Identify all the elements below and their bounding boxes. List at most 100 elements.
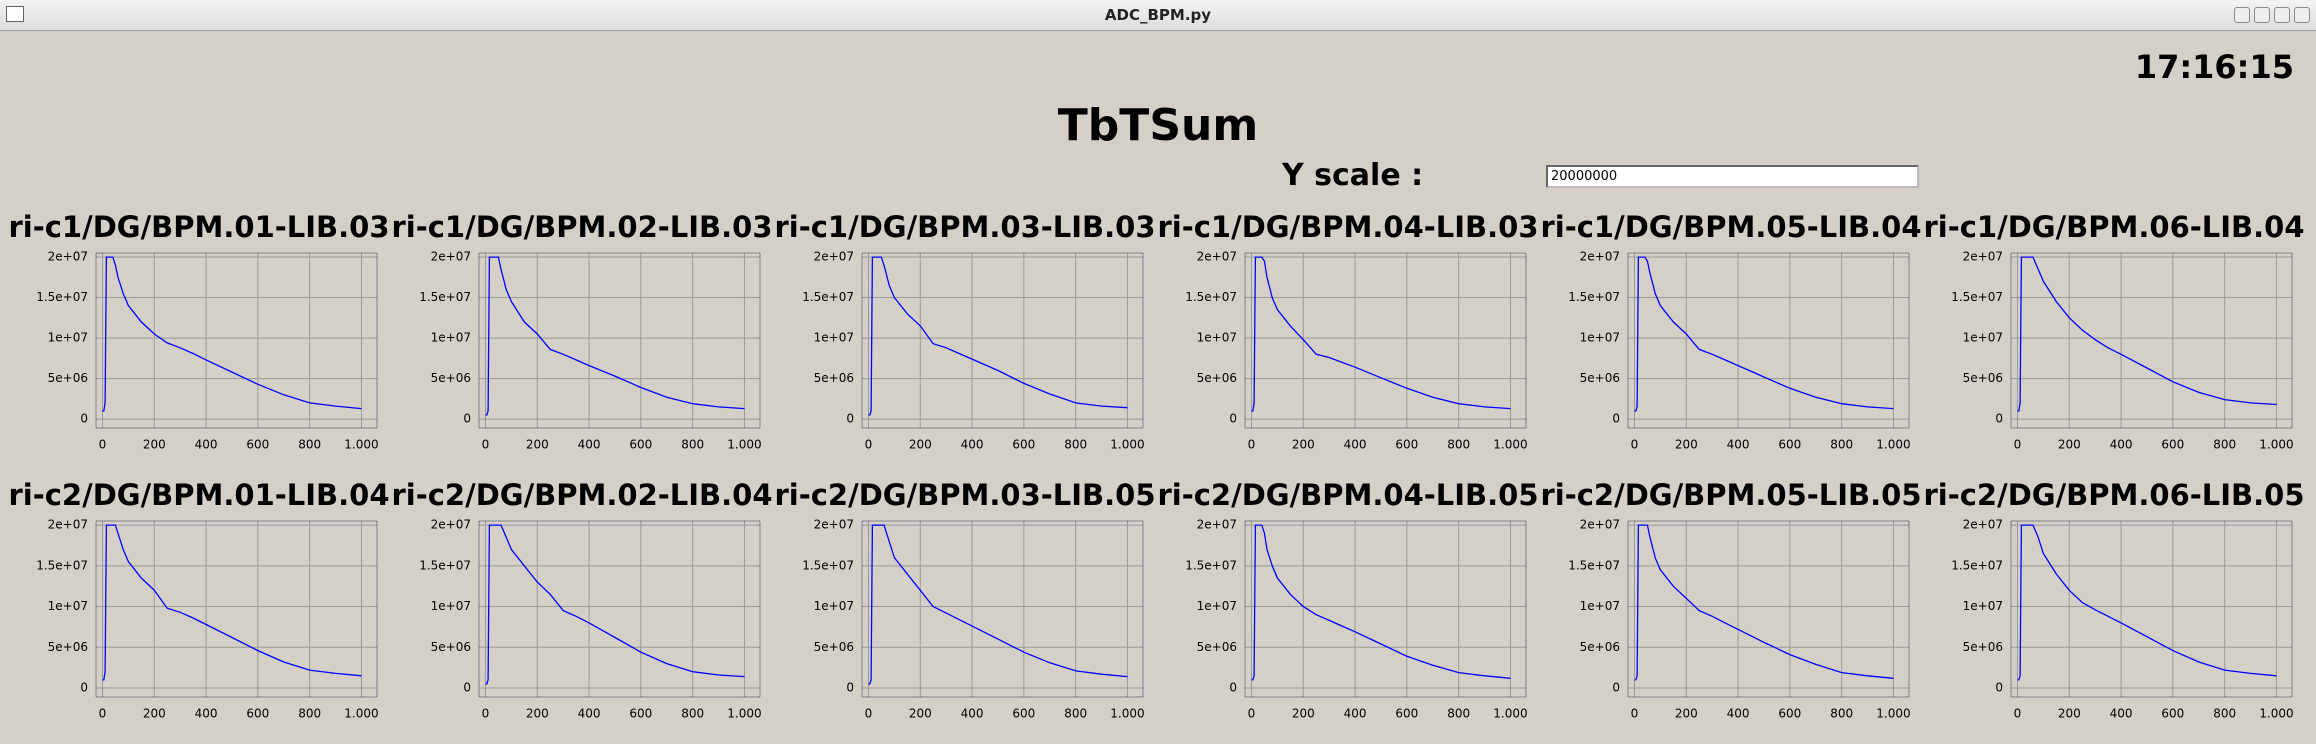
data-line xyxy=(868,256,1128,416)
data-line xyxy=(102,256,362,412)
plot-content xyxy=(868,524,1128,685)
x-tick-label: 800 xyxy=(1830,438,1853,452)
plot-area xyxy=(1627,520,1910,698)
x-tick-label: 400 xyxy=(2110,707,2133,721)
close-button[interactable] xyxy=(2294,7,2310,23)
x-tick-label: 200 xyxy=(526,438,549,452)
plot-area xyxy=(2010,520,2293,698)
plot-area xyxy=(861,520,1144,698)
y-tick-label: 1e+07 xyxy=(1197,331,1237,345)
plot-area xyxy=(1244,252,1527,429)
maximize-button[interactable] xyxy=(2274,7,2290,23)
x-tick-label: 600 xyxy=(1778,707,1801,721)
x-tick-label: 600 xyxy=(246,438,269,452)
chart-title: ri-c2/DG/BPM.02-LIB.04 xyxy=(391,478,772,512)
plot-content xyxy=(2017,256,2277,412)
y-tick-label: 0 xyxy=(463,412,471,426)
data-line xyxy=(2017,256,2277,412)
x-tick-label: 200 xyxy=(526,707,549,721)
plot-frame xyxy=(478,520,761,698)
x-tick-label: 600 xyxy=(1012,707,1035,721)
y-tick-label: 5e+06 xyxy=(1197,371,1237,385)
x-tick-label: 400 xyxy=(961,707,984,721)
x-tick-label: 800 xyxy=(681,438,704,452)
x-tick-label: 0 xyxy=(865,707,873,721)
x-tick-label: 1.000 xyxy=(1493,438,1527,452)
plot-area xyxy=(95,520,378,698)
x-tick-label: 1.000 xyxy=(2259,438,2293,452)
y-tick-label: 1.5e+07 xyxy=(1185,558,1237,572)
x-tick-label: 1.000 xyxy=(1110,438,1144,452)
y-tick-label: 2e+07 xyxy=(1197,518,1237,532)
y-tick-label: 0 xyxy=(1612,681,1620,695)
minimize-button[interactable] xyxy=(2254,7,2270,23)
x-tick-label: 0 xyxy=(1631,438,1639,452)
x-tick-label: 1.000 xyxy=(2259,707,2293,721)
x-tick-label: 800 xyxy=(1064,438,1087,452)
x-tick-label: 200 xyxy=(143,438,166,452)
y-tick-label: 5e+06 xyxy=(1963,640,2003,654)
y-tick-label: 0 xyxy=(846,412,854,426)
x-tick-label: 200 xyxy=(1675,438,1698,452)
y-tick-label: 0 xyxy=(1229,412,1237,426)
x-tick-label: 400 xyxy=(195,438,218,452)
chart-title: ri-c1/DG/BPM.01-LIB.03 xyxy=(8,210,389,244)
window-title: ADC_BPM.py xyxy=(1104,6,1212,24)
y-scale-input[interactable]: 20000000 xyxy=(1546,165,1919,188)
data-line xyxy=(1251,524,1511,681)
x-tick-label: 400 xyxy=(1344,438,1367,452)
chart-title: ri-c2/DG/BPM.01-LIB.04 xyxy=(8,478,389,512)
plot-content xyxy=(1634,256,1894,412)
y-tick-label: 1e+07 xyxy=(1197,599,1237,613)
y-tick-label: 1.5e+07 xyxy=(1951,290,2003,304)
x-tick-label: 600 xyxy=(629,707,652,721)
plot-frame xyxy=(861,520,1144,698)
chart-title: ri-c1/DG/BPM.03-LIB.03 xyxy=(774,210,1155,244)
y-tick-label: 0 xyxy=(1995,681,2003,695)
y-tick-label: 2e+07 xyxy=(814,250,854,264)
x-tick-label: 0 xyxy=(1248,438,1256,452)
x-tick-label: 1.000 xyxy=(344,438,378,452)
y-tick-label: 2e+07 xyxy=(1580,250,1620,264)
y-tick-label: 1.5e+07 xyxy=(1568,290,1620,304)
plot-area xyxy=(1244,520,1527,698)
plot-area xyxy=(478,520,761,698)
y-tick-label: 1e+07 xyxy=(431,599,471,613)
x-tick-label: 800 xyxy=(298,438,321,452)
y-tick-label: 1.5e+07 xyxy=(36,290,88,304)
data-line xyxy=(1251,256,1511,412)
plot-area xyxy=(95,252,378,429)
plot-content xyxy=(1251,256,1511,412)
x-tick-label: 400 xyxy=(2110,438,2133,452)
x-tick-label: 0 xyxy=(99,438,107,452)
y-tick-label: 1e+07 xyxy=(1963,599,2003,613)
shade-button[interactable] xyxy=(2234,7,2250,23)
y-tick-label: 5e+06 xyxy=(1580,640,1620,654)
y-tick-label: 0 xyxy=(80,681,88,695)
x-tick-label: 600 xyxy=(1395,707,1418,721)
x-tick-label: 200 xyxy=(1292,707,1315,721)
y-tick-label: 5e+06 xyxy=(431,640,471,654)
y-tick-label: 5e+06 xyxy=(814,640,854,654)
plot-area xyxy=(478,252,761,429)
data-line xyxy=(485,524,745,685)
x-tick-label: 800 xyxy=(681,707,704,721)
x-tick-label: 800 xyxy=(1830,707,1853,721)
x-tick-label: 0 xyxy=(99,707,107,721)
chart-title: ri-c2/DG/BPM.03-LIB.05 xyxy=(774,478,1155,512)
x-tick-label: 400 xyxy=(961,438,984,452)
chart-title: ri-c2/DG/BPM.06-LIB.05 xyxy=(1923,478,2304,512)
plot-content xyxy=(868,256,1128,416)
y-tick-label: 1e+07 xyxy=(48,599,88,613)
plot-area xyxy=(1627,252,1910,429)
x-tick-label: 0 xyxy=(1631,707,1639,721)
x-tick-label: 600 xyxy=(1395,438,1418,452)
plot-content xyxy=(102,524,362,681)
x-tick-label: 1.000 xyxy=(1110,707,1144,721)
y-tick-label: 1.5e+07 xyxy=(419,290,471,304)
y-tick-label: 5e+06 xyxy=(1580,371,1620,385)
window-icon xyxy=(6,6,24,22)
x-tick-label: 800 xyxy=(1447,438,1470,452)
y-tick-label: 1e+07 xyxy=(1963,331,2003,345)
